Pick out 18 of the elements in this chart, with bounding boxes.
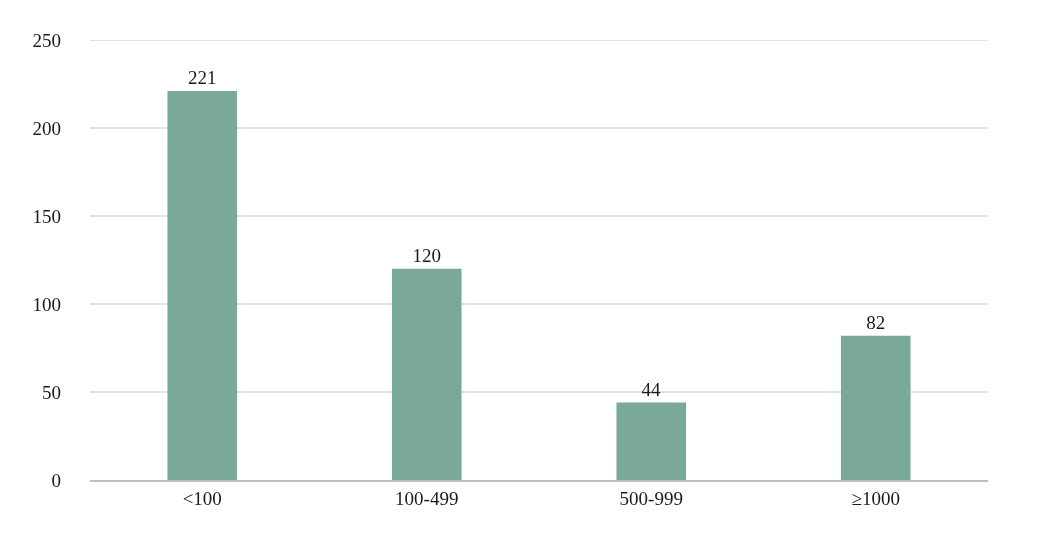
x-tick-label: ≥1000 xyxy=(851,487,900,509)
y-tick-label: 0 xyxy=(51,469,61,491)
y-tick-label: 50 xyxy=(42,381,61,403)
x-tick-label: <100 xyxy=(182,487,222,509)
data-label: 221 xyxy=(188,67,217,89)
bar xyxy=(391,268,462,480)
data-label: 44 xyxy=(641,378,661,400)
y-tick-label: 200 xyxy=(32,117,61,139)
bar xyxy=(840,335,911,480)
bar xyxy=(616,402,687,480)
bar xyxy=(167,91,238,480)
data-label: 82 xyxy=(866,311,886,333)
y-tick-label: 100 xyxy=(32,293,61,315)
y-tick-label: 150 xyxy=(32,205,61,227)
x-tick-label: 500-999 xyxy=(619,487,683,509)
x-tick-label: 100-499 xyxy=(395,487,459,509)
y-tick-label: 250 xyxy=(32,29,61,51)
data-label: 120 xyxy=(412,244,441,266)
